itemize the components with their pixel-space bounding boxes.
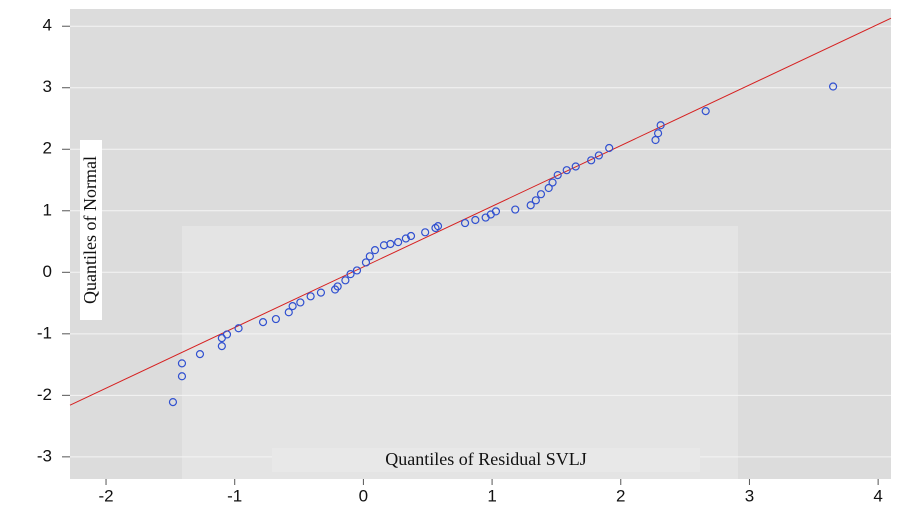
point [217, 342, 226, 351]
point [571, 162, 580, 171]
y-tick-label: -1 [37, 323, 52, 342]
point [352, 266, 362, 275]
x-tick-label: -1 [227, 486, 242, 505]
point [394, 238, 403, 247]
x-axis-label: Quantiles of Residual SVLJ [385, 449, 586, 469]
x-tick-label: 3 [745, 486, 754, 505]
point [653, 129, 663, 138]
y-tick-label: 2 [43, 139, 52, 158]
point [284, 308, 293, 317]
point [536, 190, 546, 199]
point [421, 228, 430, 237]
point [316, 288, 326, 297]
point [333, 282, 342, 291]
point [651, 135, 660, 145]
point [548, 178, 557, 187]
point [296, 298, 305, 307]
point [433, 222, 443, 231]
point [341, 276, 350, 285]
point [222, 330, 232, 339]
point [544, 183, 553, 193]
point [701, 107, 710, 116]
point [587, 156, 596, 165]
x-tick-label: 4 [873, 486, 882, 505]
point [346, 270, 355, 279]
point [361, 258, 371, 267]
point [306, 292, 315, 301]
y-tick-label: -2 [37, 385, 52, 404]
point [656, 121, 665, 130]
point [386, 239, 395, 249]
y-tick-label: 3 [43, 77, 52, 96]
point [177, 372, 187, 381]
point [258, 318, 268, 327]
point [195, 350, 205, 359]
point [365, 252, 374, 261]
point [553, 170, 562, 180]
point [370, 246, 380, 255]
marks [69, 17, 892, 407]
x-label-box [272, 448, 700, 472]
point [177, 359, 187, 368]
y-tick-label: 4 [43, 16, 52, 35]
y-axis-label: Quantiles of Normal [80, 156, 100, 304]
y-tick-label: -3 [37, 446, 52, 465]
point [491, 207, 501, 216]
point [511, 205, 520, 214]
y-label-box [80, 140, 102, 320]
point [605, 143, 614, 153]
watermark [182, 226, 738, 479]
point [562, 166, 571, 175]
point [168, 398, 178, 407]
x-tick-label: 2 [616, 486, 625, 505]
point [594, 151, 603, 160]
point [406, 231, 416, 241]
point [828, 82, 838, 91]
point [460, 218, 470, 228]
y-tick-label: 0 [43, 262, 52, 281]
point [401, 234, 410, 243]
grid [62, 25, 891, 485]
point [471, 215, 480, 225]
point [526, 201, 535, 210]
x-tick-label: -2 [98, 486, 113, 505]
y-tick-label: 1 [43, 200, 52, 219]
point [234, 324, 243, 333]
x-tick-label: 0 [359, 486, 368, 505]
point [531, 196, 540, 205]
x-tick-label: 1 [487, 486, 496, 505]
reference-line [69, 17, 892, 406]
point [288, 302, 297, 311]
point [271, 314, 280, 324]
